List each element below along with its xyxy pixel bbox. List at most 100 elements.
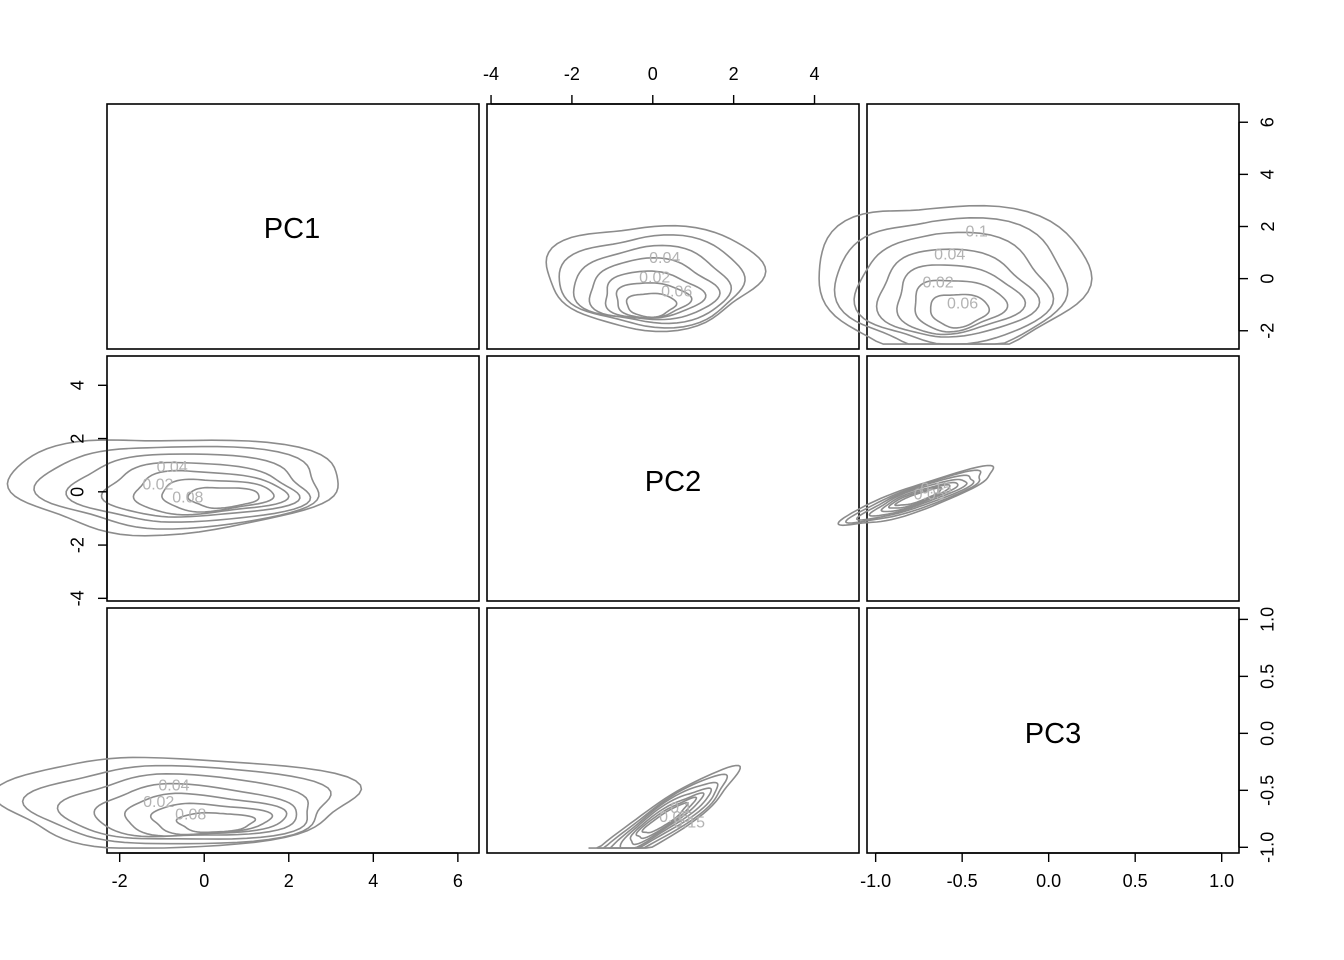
contour-line	[149, 802, 274, 836]
contour-panel-pc1-vs-pc3: 0.02 0.04 0.06 0.1	[818, 204, 1093, 345]
axis-right-pc3-tick-label: -0.5	[1258, 775, 1278, 806]
contour-layer: 0.020.040.060.020.040.060.10.020.040.08 0…	[0, 204, 1093, 849]
panel-frame-0-0	[106, 103, 480, 350]
contour-level-label: 0.06	[947, 296, 978, 313]
contour-level-label: 0.1	[965, 223, 987, 240]
axis-bottom-pc3-tick-label: -0.5	[947, 871, 978, 891]
contour-line	[65, 453, 312, 523]
diag-label-pc2: PC2	[645, 466, 701, 498]
contour-line	[123, 792, 288, 837]
axis-bottom-pc1-tick-label: 2	[284, 871, 294, 891]
contour-level-label: 0.08	[172, 490, 203, 507]
axis-left-pc2-tick-label: 4	[68, 380, 88, 390]
axis-bottom-pc3-tick-label: 0.0	[1036, 871, 1061, 891]
axis-bottom-pc1-tick-label: 0	[199, 871, 209, 891]
axis-bottom-pc3-tick-label: 1.0	[1209, 871, 1234, 891]
contour-line	[853, 231, 1055, 345]
axis-bottom-pc3-tick-label: -1.0	[860, 871, 891, 891]
axis-top-pc2-tick-label: 0	[648, 64, 658, 84]
contour-line	[837, 464, 995, 527]
contour-level-label: 0.06	[661, 284, 692, 301]
contour-line	[855, 474, 975, 521]
axis-right-pc3-tick-label: 1.0	[1258, 607, 1278, 632]
panel-frame-2-0	[106, 607, 480, 854]
contour-line	[572, 244, 733, 325]
contour-line	[588, 256, 721, 321]
axis-right-pc1-tick-label: 4	[1258, 169, 1278, 179]
axis-right-pc3-tick-label: 0.0	[1258, 721, 1278, 746]
contour-line	[132, 469, 290, 516]
contour-line	[629, 792, 705, 846]
contour-line	[33, 445, 320, 530]
axis-right-pc3-tick-label: -1.0	[1258, 832, 1278, 863]
axis-right-pc1-tick-label: 6	[1258, 117, 1278, 127]
contour-level-label: 0.04	[934, 247, 965, 264]
contour-panel-pc1-vs-pc2: 0.02 0.04 0.06	[545, 224, 767, 333]
contour-line	[21, 764, 332, 845]
contour-line	[914, 279, 1009, 333]
panel-frame-2-1	[486, 607, 860, 854]
diag-label-pc3: PC3	[1025, 718, 1081, 750]
contour-line	[545, 224, 767, 333]
contour-line	[641, 801, 689, 834]
axis-bottom-pc1-tick-label: 6	[453, 871, 463, 891]
contour-line	[187, 486, 260, 510]
axis-left-pc2-tick-label: -4	[68, 590, 88, 606]
contour-level-label: 0.08	[175, 807, 206, 824]
axis-right-pc3-tick-label: 0.5	[1258, 664, 1278, 689]
axis-right-pc1-tick-label: -2	[1258, 323, 1278, 339]
contour-line	[56, 772, 310, 840]
axis-right-pc1-tick-label: 2	[1258, 221, 1278, 231]
axis-right-pc1-tick-label: 0	[1258, 274, 1278, 284]
contour-line	[894, 486, 943, 507]
axis-top-pc2-tick-label: -2	[564, 64, 580, 84]
contour-line	[635, 796, 698, 840]
contour-line	[615, 282, 693, 319]
contour-line	[896, 264, 1027, 336]
contour-level-label: 0.04	[158, 777, 189, 794]
contour-line	[880, 481, 959, 513]
contour-line	[604, 270, 707, 319]
contour-line	[844, 469, 982, 524]
axis-left-pc2-tick-label: 0	[68, 487, 88, 497]
axis-top-pc2-tick-label: 2	[729, 64, 739, 84]
diag-label-pc1: PC1	[264, 213, 320, 245]
contour-level-label: 0.05	[914, 486, 945, 503]
contour-level-label: 0.02	[922, 275, 953, 292]
contour-line	[588, 764, 742, 849]
axis-bottom-pc1-tick-label: 4	[368, 871, 378, 891]
contour-line	[161, 478, 275, 513]
contour-line	[6, 439, 339, 537]
axis-top-pc2-tick-label: 4	[810, 64, 820, 84]
contour-line	[868, 478, 968, 517]
contour-level-label: 0.04	[157, 459, 188, 476]
contour-line	[929, 293, 991, 329]
contour-level-label: 0.02	[639, 269, 670, 286]
panel-frame-0-2	[866, 103, 1240, 350]
panel-frame-1-1	[486, 355, 860, 602]
contour-line	[0, 756, 363, 849]
axis-layer: -2 0 2 4 6 -1.0 -0.5 0.0 0.5 1.0 -4 -2 0 2 4 -2 0 2 4 6 -1.0…	[68, 64, 1278, 891]
contour-level-label: 0.05	[659, 809, 690, 826]
contour-level-label: 0.15	[674, 814, 705, 831]
contour-level-label: 0.15	[920, 480, 951, 497]
contour-panel-pc3-vs-pc2: 0.050.10.15	[588, 764, 742, 849]
contour-panel-pc2-vs-pc3: 0.050.15	[837, 464, 995, 527]
contour-line	[558, 234, 746, 329]
contour-level-label: 0.04	[649, 250, 680, 267]
contour-line	[888, 484, 951, 509]
contour-line	[818, 204, 1093, 345]
contour-panel-pc2-vs-pc1: 0.020.04 0.08	[6, 439, 339, 537]
contour-level-label: 0.1	[670, 800, 692, 817]
contour-level-label: 0.02	[143, 794, 174, 811]
axis-bottom-pc1-tick-label: -2	[112, 871, 128, 891]
axis-left-pc2-tick-label: -2	[68, 537, 88, 553]
contour-line	[619, 787, 713, 849]
contour-line	[875, 248, 1041, 338]
contour-level-label: 0.02	[142, 476, 173, 493]
axis-left-pc2-tick-label: 2	[68, 434, 88, 444]
contour-line	[93, 782, 298, 838]
contour-panel-pc3-vs-pc1: 0.020.04 0.08	[0, 756, 363, 849]
contour-line	[833, 216, 1069, 345]
